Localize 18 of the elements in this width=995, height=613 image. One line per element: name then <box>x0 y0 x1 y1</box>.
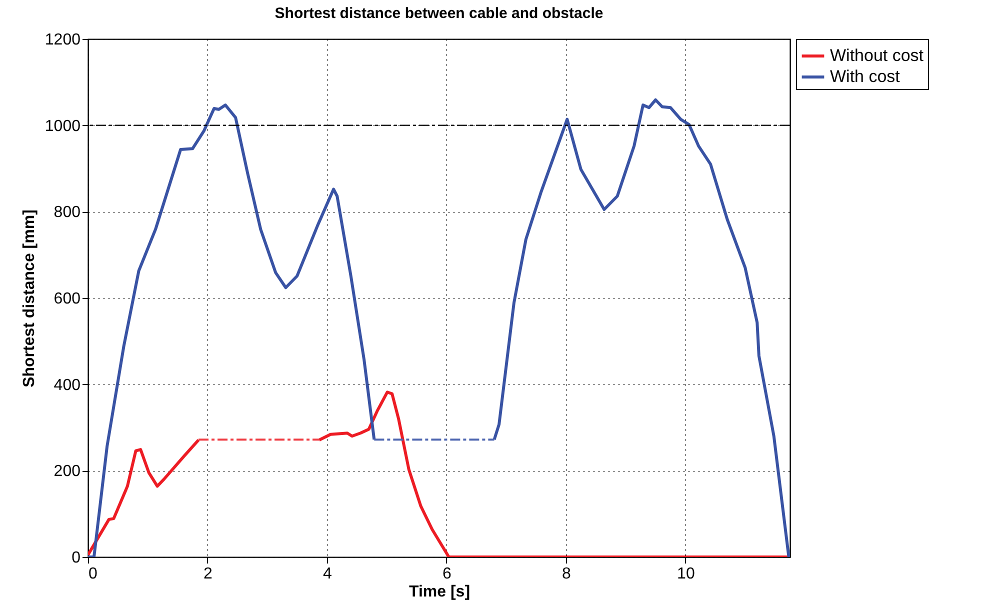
y-tick-label: 1200 <box>44 32 81 48</box>
y-tick-label: 1000 <box>44 118 81 135</box>
legend-label: With cost <box>830 67 900 86</box>
x-axis-title: Time [s] <box>408 584 470 600</box>
x-tick-label: 0 <box>88 566 98 582</box>
y-tick-label: 400 <box>54 376 81 394</box>
y-tick-label: 800 <box>54 204 81 222</box>
y-tick-label: 200 <box>54 463 81 480</box>
chart-title: Shortest distance between cable and obstacle <box>274 5 604 22</box>
y-tick-label: 0 <box>72 550 81 566</box>
x-tick-label: 2 <box>204 566 213 582</box>
x-tick-label: 6 <box>442 566 452 582</box>
x-tick-label: 4 <box>323 566 332 582</box>
legend-label: Without cost <box>830 46 924 65</box>
x-tick-label: 10 <box>677 566 695 582</box>
y-axis-title: Shortest distance [mm] <box>20 210 38 388</box>
y-tick-label: 600 <box>54 290 81 308</box>
x-tick-label: 8 <box>562 566 572 582</box>
